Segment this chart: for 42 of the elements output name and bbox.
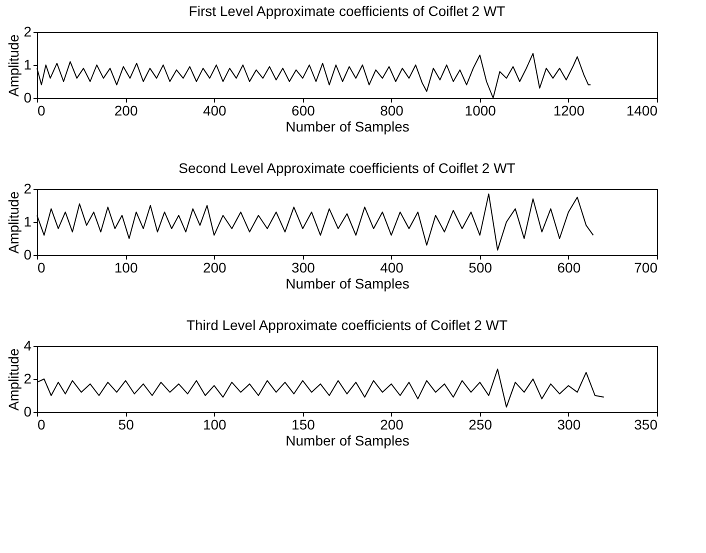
x-tick-label: 250 <box>468 416 492 432</box>
y-tick-label: 1 <box>24 56 32 72</box>
chart-title: First Level Approximate coefficients of Coiflet 2 WT <box>188 3 506 19</box>
x-tick-label: 100 <box>202 416 227 432</box>
x-axis-title: Number of Samples <box>286 118 410 134</box>
x-axis-title: Number of Samples <box>286 432 410 448</box>
chart-title: Second Level Approximate coefficients of Coiflet 2 WT <box>178 160 516 176</box>
x-tick-label: 300 <box>557 416 581 432</box>
x-tick-label: 700 <box>634 260 658 276</box>
x-tick-label: 400 <box>380 260 404 276</box>
x-tick-label: 400 <box>202 102 227 118</box>
x-tick-label: 100 <box>114 260 138 276</box>
x-tick-label: 1400 <box>626 102 658 118</box>
x-tick-label: 300 <box>292 260 316 276</box>
x-axis-title: Number of Samples <box>286 276 410 292</box>
x-tick-label: 0 <box>38 416 46 432</box>
y-tick-label: 2 <box>24 24 32 40</box>
y-axis-title: Amplitude <box>6 191 22 254</box>
x-tick-label: 200 <box>380 416 404 432</box>
x-tick-label: 600 <box>557 260 581 276</box>
x-tick-label: 200 <box>114 102 138 118</box>
chart-title: Third Level Approximate coefficients of Coiflet 2 WT <box>186 317 508 333</box>
x-tick-label: 150 <box>292 416 316 432</box>
y-tick-label: 0 <box>24 246 32 262</box>
y-tick-label: 0 <box>24 90 32 106</box>
y-axis-title: Amplitude <box>6 34 22 97</box>
x-tick-label: 800 <box>380 102 404 118</box>
x-tick-label: 0 <box>38 260 46 276</box>
y-axis-title: Amplitude <box>6 348 22 411</box>
x-tick-label: 600 <box>292 102 316 118</box>
y-tick-label: 2 <box>24 370 32 386</box>
y-tick-label: 1 <box>24 214 32 230</box>
x-tick-label: 500 <box>468 260 492 276</box>
y-tick-label: 0 <box>24 404 32 420</box>
x-tick-label: 350 <box>634 416 658 432</box>
x-tick-label: 0 <box>38 102 46 118</box>
x-tick-label: 1000 <box>464 102 496 118</box>
x-tick-label: 50 <box>118 416 134 432</box>
x-tick-label: 1200 <box>553 102 585 118</box>
y-tick-label: 2 <box>24 180 32 196</box>
x-tick-label: 200 <box>202 260 227 276</box>
y-tick-label: 4 <box>24 338 32 354</box>
